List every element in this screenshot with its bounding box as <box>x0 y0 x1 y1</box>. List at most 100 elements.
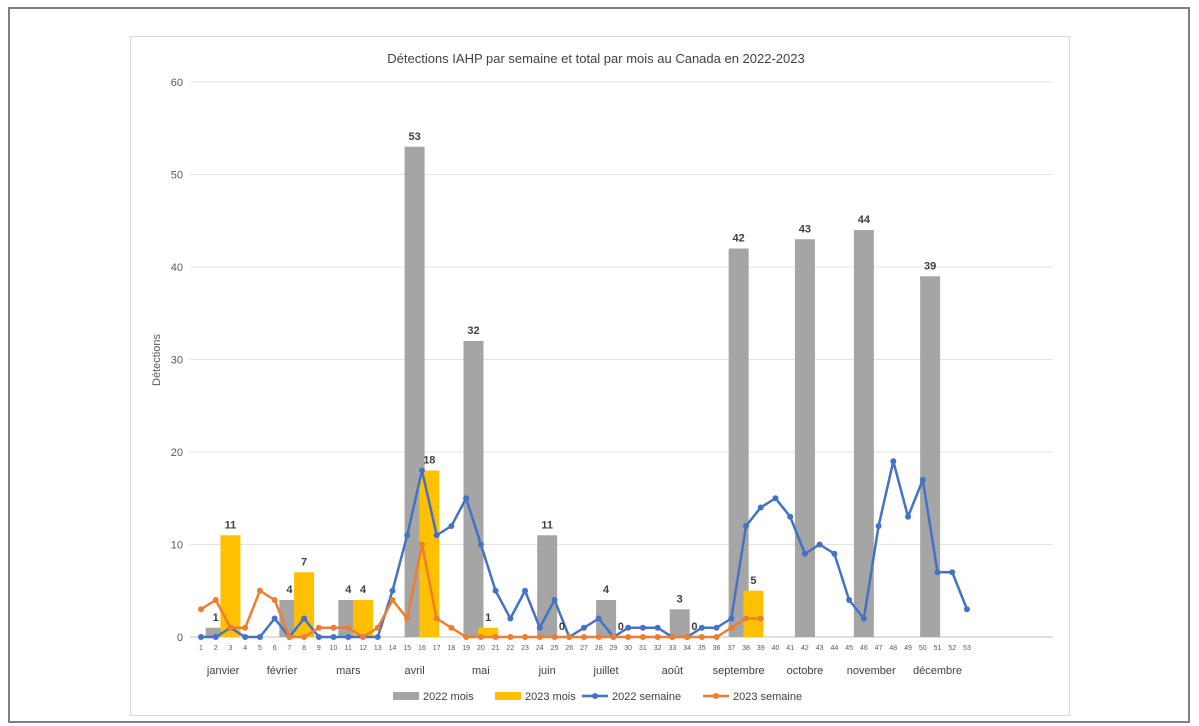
series-point <box>860 615 867 622</box>
bar-data-label: 4 <box>360 584 367 596</box>
series-point <box>551 597 558 603</box>
month-label: septembre <box>713 665 765 677</box>
week-tick-label: 44 <box>830 645 838 652</box>
week-tick-label: 10 <box>330 645 338 652</box>
series-point <box>198 634 204 640</box>
month-label: janvier <box>206 665 240 677</box>
series-point <box>713 624 720 631</box>
series-point <box>477 541 484 548</box>
bar-data-label: 43 <box>799 223 811 235</box>
series-point <box>492 587 499 594</box>
week-tick-label: 30 <box>624 645 632 652</box>
week-tick-label: 42 <box>801 645 809 652</box>
week-tick-label: 24 <box>536 645 544 652</box>
series-point <box>816 541 823 548</box>
chart-title: Détections IAHP par semaine et total par… <box>387 51 804 66</box>
month-label: mai <box>472 665 490 677</box>
series-point <box>654 634 661 640</box>
bar-data-label: 42 <box>733 233 745 245</box>
bar-data-label: 0 <box>618 621 624 633</box>
series-point <box>625 634 632 640</box>
series-point <box>389 597 396 603</box>
bars <box>205 146 941 637</box>
bar-data-label: 53 <box>408 131 420 143</box>
week-tick-label: 46 <box>860 645 868 652</box>
series-point <box>698 634 705 640</box>
series-point <box>301 634 308 640</box>
week-tick-label: 48 <box>889 645 897 652</box>
bar <box>669 609 690 637</box>
series-point <box>418 467 425 474</box>
series-point <box>256 634 263 640</box>
series-point <box>919 476 926 483</box>
series-point <box>315 634 322 640</box>
legend-label: 2023 semaine <box>733 691 802 703</box>
series-point <box>242 624 249 631</box>
week-tick-label: 47 <box>875 645 883 652</box>
week-tick-label: 52 <box>948 645 956 652</box>
series-point <box>242 634 249 640</box>
legend-label: 2022 semaine <box>612 691 681 703</box>
bar <box>853 230 874 637</box>
series-point <box>684 634 691 640</box>
series-point <box>463 634 470 640</box>
week-tick-label: 29 <box>610 645 618 652</box>
series-point <box>286 634 293 640</box>
week-tick-label: 41 <box>786 645 794 652</box>
week-tick-label: 49 <box>904 645 912 652</box>
y-tick-label: 30 <box>171 355 183 367</box>
bar-data-label: 4 <box>286 584 293 596</box>
y-tick-label: 60 <box>171 77 183 89</box>
series-point <box>566 634 573 640</box>
bar <box>220 535 241 637</box>
series-point <box>713 634 720 640</box>
bar <box>463 341 484 637</box>
bar <box>537 535 558 637</box>
y-tick-label: 0 <box>177 632 183 644</box>
series-point <box>522 587 529 594</box>
series-point <box>448 624 455 631</box>
series-point <box>448 523 455 529</box>
week-tick-label: 6 <box>273 645 277 652</box>
series-point <box>639 634 646 640</box>
week-tick-label: 16 <box>418 645 426 652</box>
series-point <box>772 495 779 502</box>
week-tick-label: 51 <box>934 645 942 652</box>
series-point <box>831 550 838 557</box>
week-tick-label: 32 <box>654 645 662 652</box>
series-point <box>212 634 219 640</box>
week-tick-label: 2 <box>214 645 218 652</box>
month-label: août <box>662 665 683 677</box>
bar <box>596 600 617 637</box>
series-point <box>301 615 308 622</box>
series-point <box>905 513 912 520</box>
y-tick-label: 40 <box>171 262 183 274</box>
bar <box>205 627 226 637</box>
legend-label: 2023 mois <box>525 691 576 703</box>
legend-label: 2022 mois <box>423 691 474 703</box>
series-point <box>743 615 750 622</box>
series-point <box>551 634 558 640</box>
series-point <box>345 624 352 631</box>
week-tick-label: 8 <box>302 645 306 652</box>
series-point <box>949 569 956 576</box>
bar-data-label: 32 <box>467 325 479 337</box>
y-tick-label: 10 <box>171 540 183 552</box>
week-tick-label: 35 <box>698 645 706 652</box>
bar <box>478 627 499 637</box>
week-tick-label: 17 <box>433 645 441 652</box>
week-tick-label: 9 <box>317 645 321 652</box>
series-point <box>963 606 970 613</box>
month-label: mars <box>336 665 361 677</box>
week-tick-label: 14 <box>389 645 397 652</box>
week-tick-label: 18 <box>448 645 456 652</box>
series-point <box>507 634 514 640</box>
week-tick-label: 15 <box>403 645 411 652</box>
week-tick-label: 3 <box>229 645 233 652</box>
series-point <box>374 634 381 640</box>
series-point <box>625 624 632 631</box>
week-tick-label: 33 <box>668 645 676 652</box>
series-point <box>271 615 278 622</box>
